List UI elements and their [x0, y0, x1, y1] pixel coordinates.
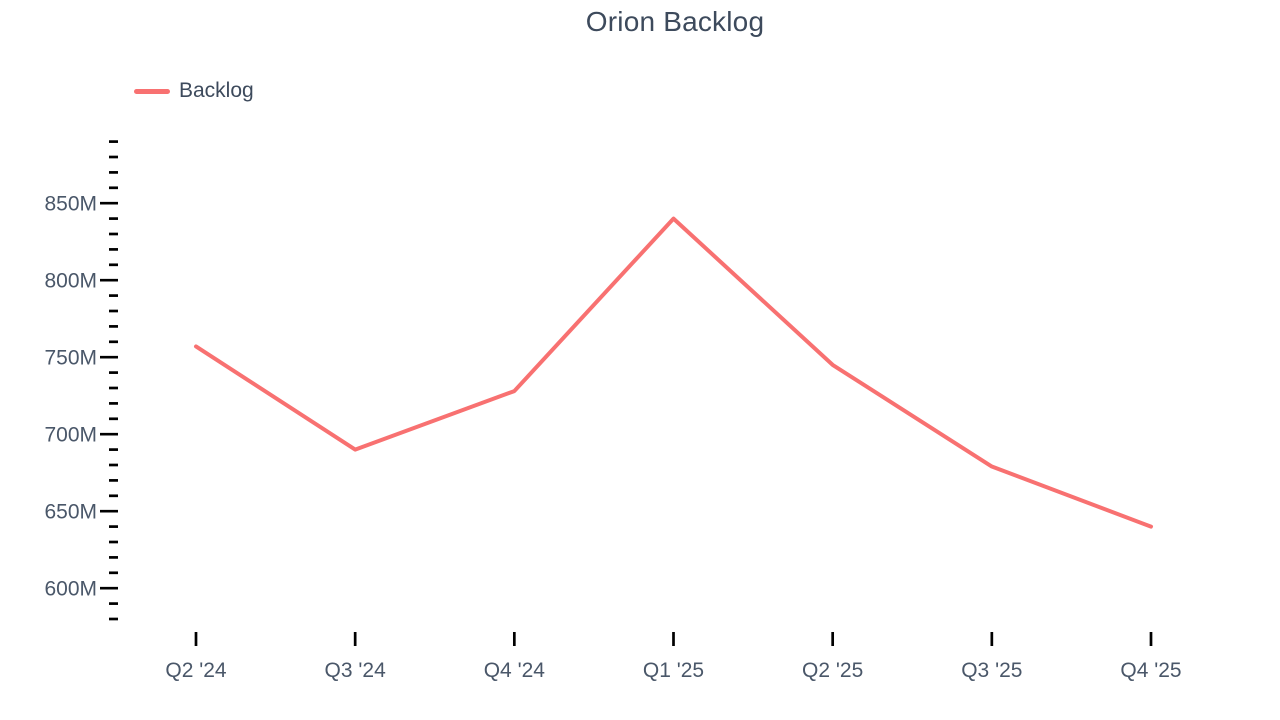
y-tick-label: 650M [44, 501, 97, 524]
y-tick-label: 750M [44, 347, 97, 370]
series-line-backlog [194, 216, 1153, 529]
legend-label: Backlog [179, 79, 254, 102]
x-tick-label: Q3 '24 [325, 659, 387, 682]
x-tick-label: Q2 '24 [165, 659, 227, 682]
x-tick-label: Q2 '25 [802, 659, 863, 682]
x-tick-label: Q1 '25 [643, 659, 704, 682]
legend-swatch-icon [134, 88, 170, 94]
chart-title: Orion Backlog [585, 6, 765, 37]
y-tick-label: 800M [44, 270, 97, 293]
y-tick-label: 700M [44, 424, 97, 447]
y-tick-label: 600M [44, 578, 97, 601]
x-tick-label: Q3 '25 [961, 659, 1022, 682]
x-tick-label: Q4 '24 [484, 659, 546, 682]
legend-item-backlog[interactable]: Backlog [134, 78, 254, 104]
y-tick-label: 850M [44, 193, 97, 216]
x-tick-label: Q4 '25 [1120, 659, 1181, 682]
